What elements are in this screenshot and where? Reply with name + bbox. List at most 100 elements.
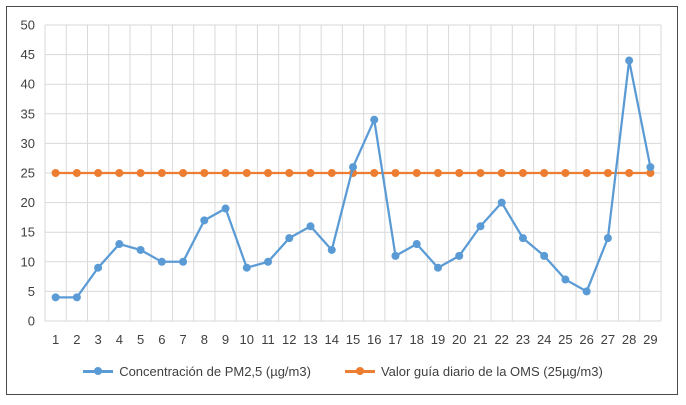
x-tick-label: 29 (643, 332, 657, 347)
data-point (242, 169, 251, 177)
x-tick-label: 28 (622, 332, 636, 347)
data-point (476, 222, 485, 231)
x-tick-label: 19 (431, 332, 445, 347)
y-tick-label: 5 (28, 284, 35, 299)
y-tick-label: 35 (21, 106, 35, 121)
series-oms (51, 169, 655, 177)
data-point (455, 251, 464, 260)
data-point (264, 257, 273, 266)
data-point (51, 169, 60, 177)
data-point (200, 169, 209, 177)
x-tick-label: 27 (601, 332, 615, 347)
data-point (285, 234, 294, 243)
data-point (540, 169, 549, 177)
data-point (136, 245, 145, 254)
x-tick-label: 16 (367, 332, 381, 347)
data-point (115, 240, 124, 249)
data-point (455, 169, 464, 177)
data-point (94, 169, 103, 177)
data-point (497, 198, 506, 207)
data-point (72, 293, 81, 302)
data-point (540, 251, 549, 260)
data-point (518, 234, 527, 243)
data-point (179, 257, 188, 266)
data-point (327, 245, 336, 254)
data-point (582, 169, 591, 177)
data-point (370, 115, 379, 124)
x-tick-label: 13 (303, 332, 317, 347)
x-tick-label: 12 (282, 332, 296, 347)
legend-dot-oms (355, 367, 364, 375)
data-point (221, 169, 230, 177)
legend-marker-pm25 (83, 365, 114, 377)
y-tick-label: 20 (21, 195, 35, 210)
data-point (603, 169, 612, 177)
data-point (264, 169, 273, 177)
x-tick-label: 8 (201, 332, 208, 347)
data-point (646, 169, 655, 177)
x-tick-label: 15 (346, 332, 360, 347)
data-point (412, 169, 421, 177)
x-tick-label: 25 (558, 332, 572, 347)
x-tick-label: 9 (222, 332, 229, 347)
legend-item-oms: Valor guía diario de la OMS (25µg/m3) (344, 363, 603, 379)
x-tick-label: 7 (179, 332, 186, 347)
x-axis-ticks: 1 2 3 4 5 6 7 8 9 10 11 12 13 14 15 16 17 18 19 20 21 22 23 24 2… (52, 332, 658, 347)
x-tick-label: 11 (261, 332, 275, 347)
data-point (72, 169, 81, 177)
x-tick-label: 4 (116, 332, 123, 347)
x-tick-label: 22 (494, 332, 508, 347)
x-tick-label: 10 (240, 332, 254, 347)
y-tick-label: 15 (21, 225, 35, 240)
data-point (412, 240, 421, 249)
data-point (391, 169, 400, 177)
data-point (157, 169, 166, 177)
x-tick-label: 18 (409, 332, 423, 347)
series-pm25 (51, 56, 655, 302)
data-point (327, 169, 336, 177)
data-point (625, 169, 634, 177)
data-point (561, 169, 570, 177)
data-point (370, 169, 379, 177)
legend: Concentración de PM2,5 (µg/m3) Valor guí… (7, 360, 679, 382)
legend-label-oms: Valor guía diario de la OMS (25µg/m3) (380, 363, 603, 379)
x-tick-label: 1 (52, 332, 59, 347)
data-point (179, 169, 188, 177)
x-tick-label: 26 (579, 332, 593, 347)
data-point (561, 275, 570, 284)
y-tick-label: 0 (28, 314, 35, 329)
x-tick-label: 23 (516, 332, 530, 347)
series-group (51, 56, 655, 302)
y-tick-label: 30 (21, 136, 35, 151)
data-point (349, 163, 357, 172)
data-point (625, 56, 634, 65)
x-tick-label: 21 (473, 332, 487, 347)
data-point (136, 169, 145, 177)
y-tick-label: 50 (21, 18, 35, 33)
x-tick-label: 2 (73, 332, 80, 347)
x-tick-label: 20 (452, 332, 466, 347)
legend-marker-oms (344, 365, 375, 377)
chart-frame: 0 5 10 15 20 25 30 35 40 45 50 1 2 3 4 5 6 7 8 9 10 11 12 13 14… (6, 6, 678, 395)
data-point (221, 204, 230, 213)
x-tick-label: 5 (137, 332, 144, 347)
x-tick-label: 14 (325, 332, 339, 347)
x-tick-label: 6 (158, 332, 165, 347)
data-point (497, 169, 506, 177)
x-tick-label: 3 (94, 332, 101, 347)
data-point (433, 169, 442, 177)
y-tick-label: 45 (21, 47, 35, 62)
x-tick-label: 17 (388, 332, 402, 347)
y-axis-ticks: 0 5 10 15 20 25 30 35 40 45 50 (21, 18, 35, 329)
data-point (306, 222, 315, 231)
data-point (582, 287, 591, 296)
data-point (115, 169, 124, 177)
data-point (285, 169, 294, 177)
data-point (242, 263, 251, 272)
y-tick-label: 40 (21, 77, 35, 92)
data-point (51, 293, 60, 302)
data-point (603, 234, 612, 243)
legend-dot-pm25 (94, 367, 103, 375)
data-point (200, 216, 209, 225)
